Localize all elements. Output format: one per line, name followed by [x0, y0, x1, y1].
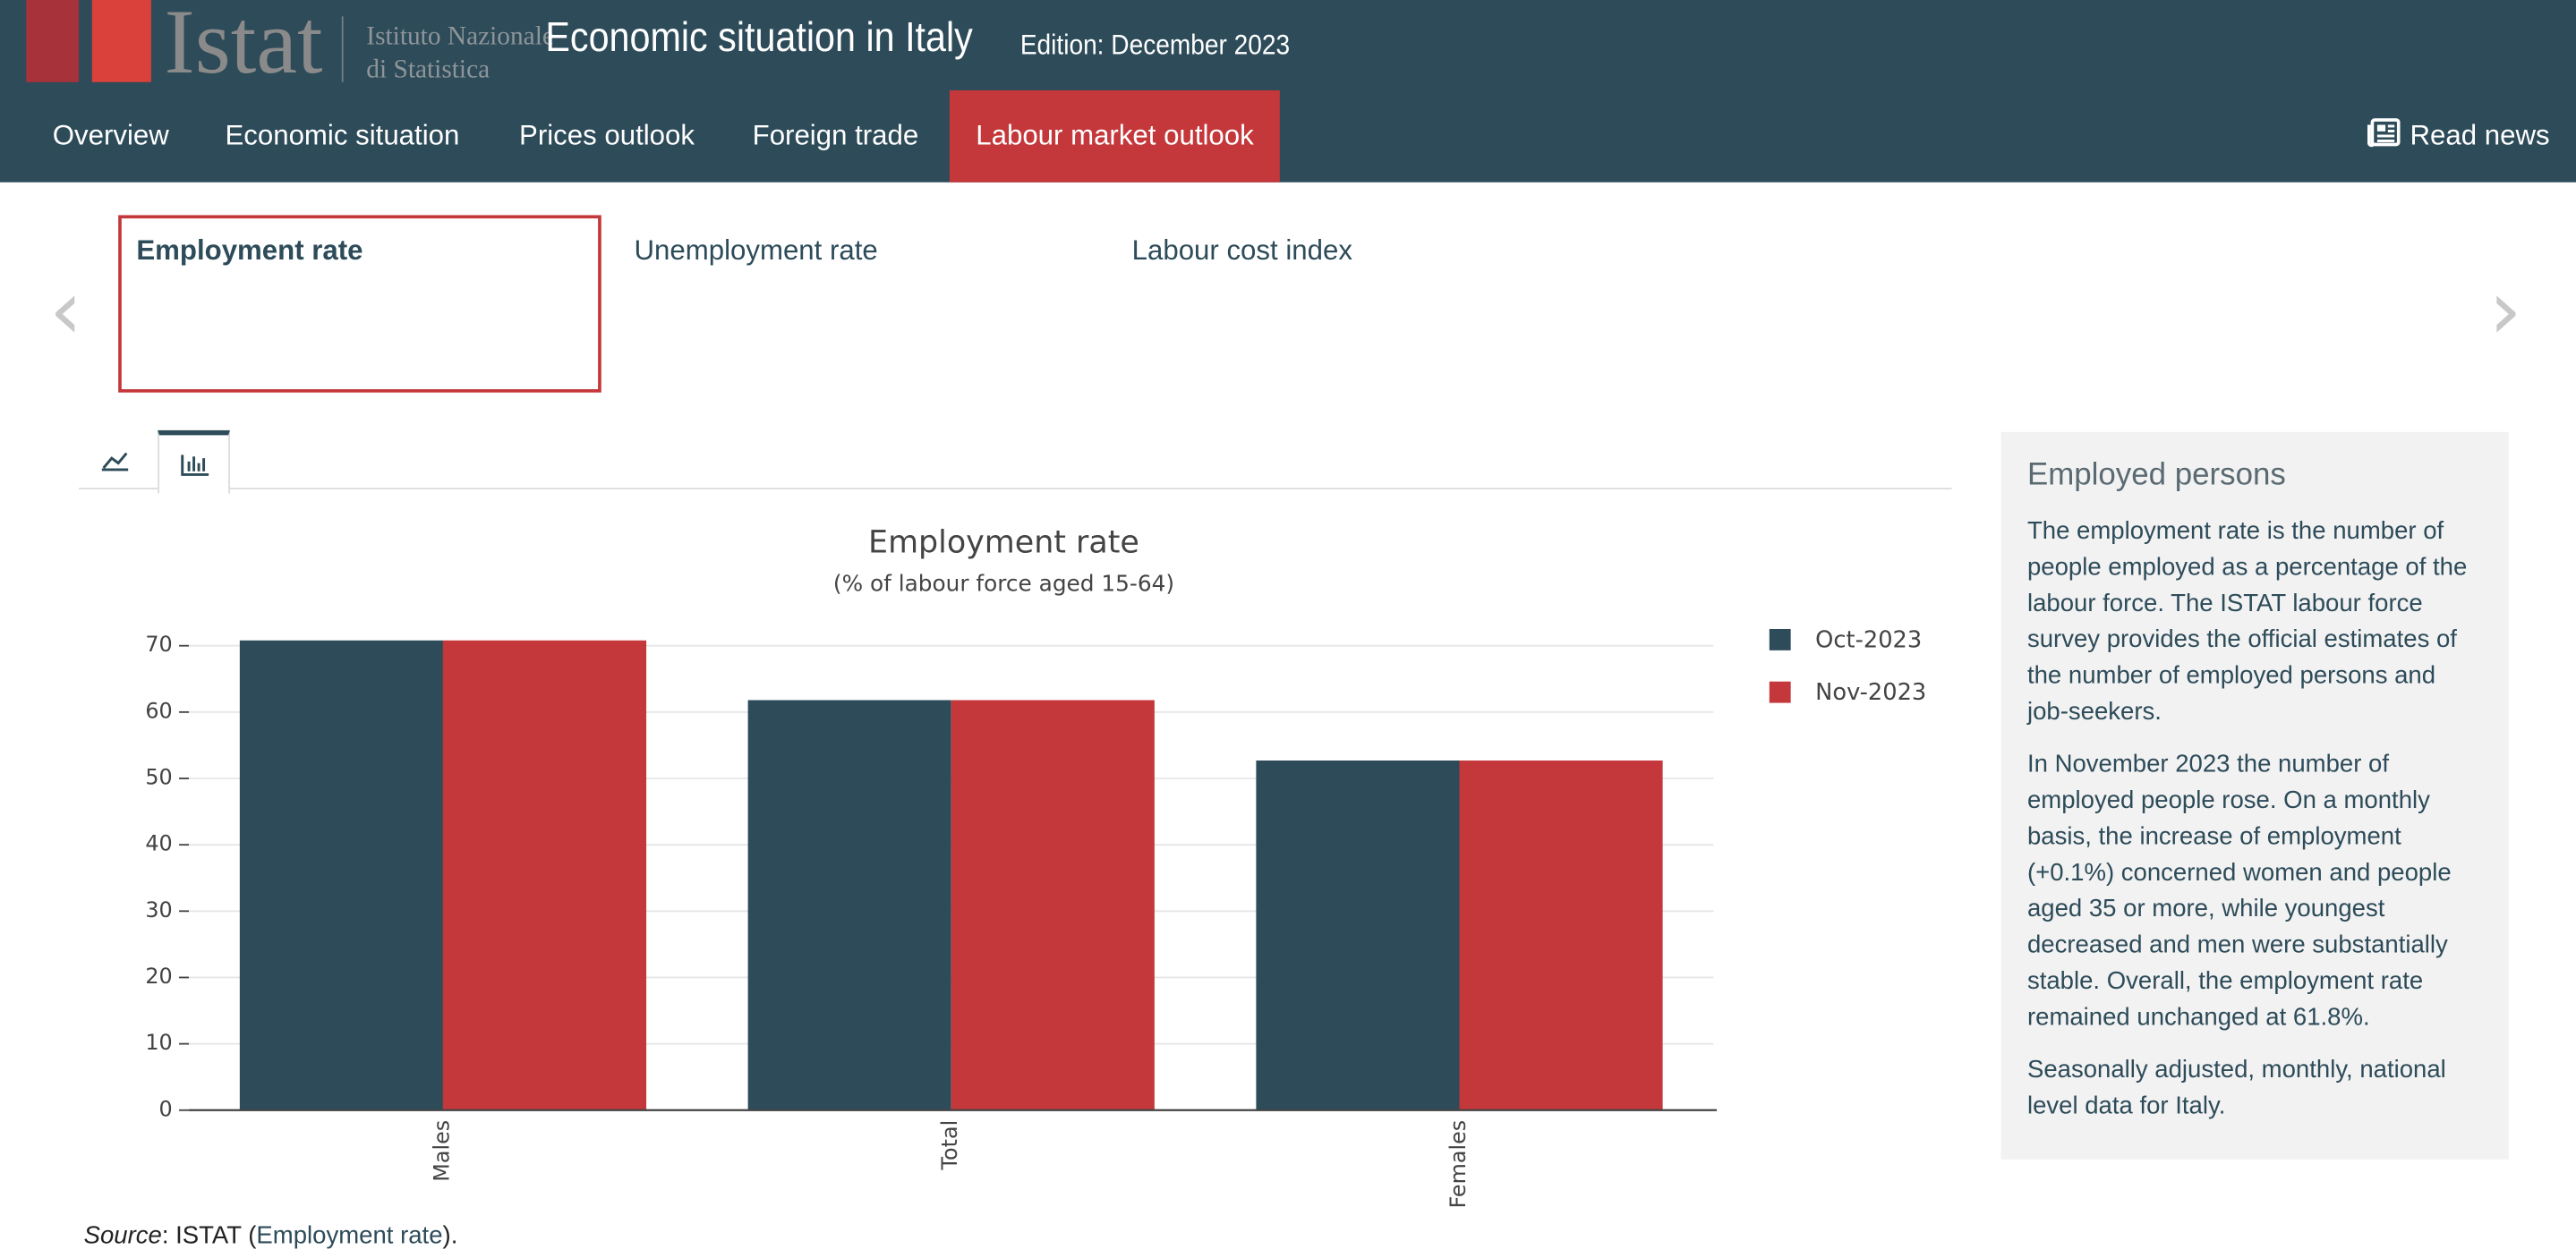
- y-tick-label: 10: [145, 1030, 172, 1055]
- logo-separator: [341, 16, 344, 82]
- prev-arrow[interactable]: ‹: [49, 262, 82, 359]
- logo-word[interactable]: Istat: [164, 0, 323, 94]
- line-icon: [101, 452, 129, 472]
- nav-item[interactable]: Overview: [52, 119, 169, 151]
- source: Source: ISTAT (Employment rate).: [84, 1222, 458, 1250]
- read-news[interactable]: Read news: [2367, 90, 2550, 183]
- site-title: Economic situation in Italy: [545, 14, 973, 61]
- bar: [1256, 760, 1460, 1110]
- sidebar-paragraph: The employment rate is the number of peo…: [2026, 517, 2468, 727]
- x-tick-label: Females: [1446, 1120, 1471, 1209]
- sidebar-heading: Employed persons: [2026, 458, 2286, 493]
- nav-item[interactable]: Economic situation: [225, 119, 460, 151]
- news-icon: [2367, 118, 2401, 148]
- logo-text: Istituto Nazionale: [366, 22, 554, 51]
- bar: [951, 700, 1155, 1110]
- line-chart-toggle[interactable]: [79, 430, 151, 489]
- nav-item[interactable]: Foreign trade: [752, 119, 919, 151]
- legend-swatch: [1769, 681, 1791, 703]
- bar: [747, 700, 951, 1110]
- header: [0, 0, 2576, 183]
- nav-item[interactable]: Prices outlook: [519, 119, 695, 151]
- bar: [239, 640, 443, 1110]
- y-tick-label: 60: [145, 698, 172, 723]
- y-tick-label: 30: [145, 897, 172, 922]
- source-text: : ISTAT (: [161, 1221, 257, 1250]
- legend-label: Oct-2023: [1815, 626, 1922, 653]
- y-tick-label: 40: [145, 831, 172, 856]
- sidebar-paragraph: Seasonally adjusted, monthly, national l…: [2026, 1056, 2446, 1120]
- source-suffix: ).: [442, 1221, 458, 1250]
- logo-text: di Statistica: [366, 55, 490, 84]
- next-arrow[interactable]: ›: [2488, 262, 2522, 359]
- chart-title: Employment rate: [868, 525, 1139, 561]
- tab-divider: [79, 488, 1952, 489]
- source-prefix: Source: [83, 1221, 162, 1250]
- chart: Employment rate (% of labour force aged …: [145, 525, 1926, 1209]
- chart-subtitle: (% of labour force aged 15-64): [833, 570, 1174, 596]
- x-tick-label: Males: [429, 1120, 454, 1182]
- bar-chart-toggle[interactable]: [158, 429, 230, 495]
- y-tick-label: 20: [145, 964, 172, 989]
- y-tick-label: 70: [145, 632, 172, 657]
- source-link[interactable]: Employment rate: [256, 1221, 443, 1250]
- y-tick-label: 50: [145, 765, 172, 790]
- tab[interactable]: Employment rate: [136, 234, 363, 267]
- sidebar: Employed persons The employment rate is …: [2000, 431, 2509, 1160]
- bar-icon: [181, 455, 209, 476]
- x-tick-label: Total: [937, 1120, 962, 1171]
- legend-swatch: [1769, 628, 1791, 650]
- bar: [442, 640, 647, 1110]
- active-tab-frame: [118, 215, 601, 393]
- y-tick-label: 0: [159, 1096, 173, 1121]
- bar: [1459, 760, 1663, 1110]
- nav-item[interactable]: Labour market outlook: [949, 89, 1281, 183]
- read-news-label: Read news: [2410, 119, 2550, 151]
- logo-mark: [26, 0, 80, 82]
- logo-mark: [91, 0, 151, 82]
- legend-label: Nov-2023: [1815, 679, 1926, 706]
- edition: Edition: December 2023: [1019, 30, 1291, 61]
- tab[interactable]: Labour cost index: [1131, 234, 1352, 267]
- tab[interactable]: Unemployment rate: [634, 234, 878, 267]
- sidebar-paragraph: In November 2023 the number of employed …: [2026, 750, 2452, 1032]
